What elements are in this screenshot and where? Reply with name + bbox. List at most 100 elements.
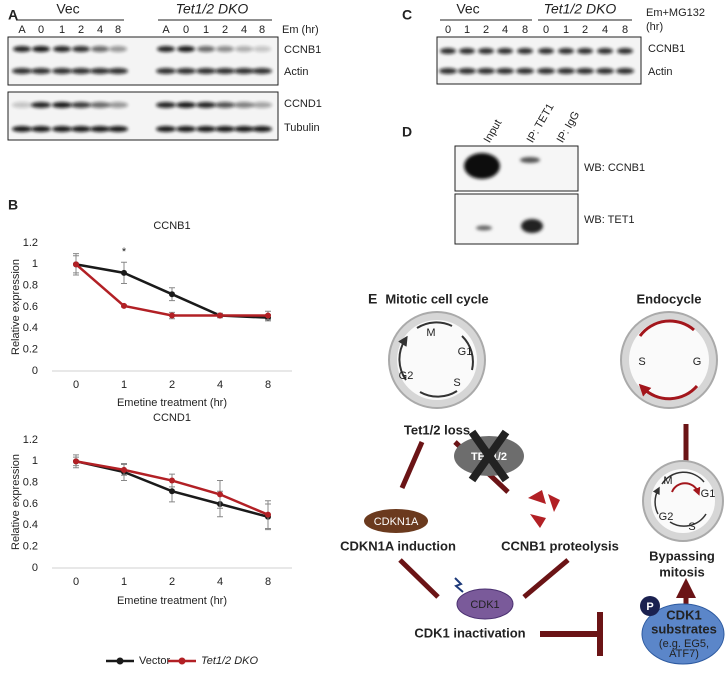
lane-label: A [162,24,170,36]
phase: G [693,356,702,368]
x-axis-label: Emetine treatment (hr) [117,397,227,409]
legend-label: Vector [139,655,171,667]
band [31,102,51,108]
marker [265,312,271,319]
band [617,48,633,54]
band [90,126,110,132]
substrate-note: (e.g. EG5, [659,638,709,650]
lane-label: Input [482,118,505,145]
substrate-note: ATF7) [669,648,699,660]
x-tick-label: 0 [73,379,79,391]
marker [121,466,127,473]
band [478,48,494,54]
band [496,68,514,74]
lane-label: 1 [203,24,209,36]
cdk1-node [456,588,514,620]
event: Tet1/2 loss [404,422,470,437]
band [596,68,614,74]
substrate-node [641,603,725,665]
band [157,46,175,52]
blot [7,91,279,141]
band [215,68,235,74]
lane-label: 2 [483,24,489,36]
lane-label: 8 [522,24,528,36]
band [558,48,574,54]
band [557,68,575,74]
y-tick-label: 1 [32,258,38,270]
marker [217,491,223,498]
band [521,219,543,233]
marker [121,269,127,276]
y-tick-label: 0.6 [23,301,38,313]
cdkn1a-node [364,509,428,533]
phase: G2 [659,511,674,523]
lane-label: 4 [97,24,103,36]
band [12,126,32,132]
panel-label: C [402,7,412,23]
cycle [651,469,715,533]
band [53,46,71,52]
x-tick-label: 8 [265,576,271,588]
legend-label: Tet1/2 DKO [201,655,259,667]
blot [7,36,279,86]
band [252,126,272,132]
y-tick-label: 0.4 [23,322,38,334]
lane-label: 0 [445,24,451,36]
band [597,48,613,54]
y-tick-label: 1.2 [23,237,38,249]
unit-label: (hr) [646,21,663,33]
x-tick-label: 2 [169,379,175,391]
cycle-arrow [640,319,699,401]
band [252,102,272,108]
marker [73,458,79,465]
marker [121,302,127,309]
y-tick-label: 0 [32,562,38,574]
band [476,225,492,231]
blot-label: Tubulin [284,122,320,134]
lane-label: 4 [602,24,608,36]
marker [265,511,271,518]
y-axis-label: Relative expression [10,454,22,550]
event: CCNB1 proteolysis [501,538,619,553]
y-tick-label: 0.8 [23,477,38,489]
panel-label: A [8,7,18,23]
lane-label: 2 [222,24,228,36]
event: CDKN1A induction [340,538,456,553]
band [577,48,593,54]
x-tick-label: 4 [217,379,223,391]
band [156,102,176,108]
bolt [454,577,464,593]
band [156,126,176,132]
phase: M [426,327,435,339]
group-label: Tet1/2 DKO [176,1,249,17]
band [176,102,196,108]
band [235,46,253,52]
band [196,126,216,132]
group-label: Vec [56,1,79,17]
band [440,48,456,54]
band [71,102,91,108]
band [538,48,554,54]
band [616,68,634,74]
band [90,68,110,74]
band [458,68,476,74]
y-tick-label: 1 [32,455,38,467]
band [71,68,91,74]
x-tick-label: 1 [121,379,127,391]
fragments [528,490,560,528]
band [108,68,128,74]
band [109,46,127,52]
phase: S [638,356,645,368]
lane-label: 4 [502,24,508,36]
blot [436,36,642,85]
band [71,126,91,132]
phospho-label: P [646,601,653,613]
phase: S [453,377,460,389]
y-tick-label: 0.2 [23,344,38,356]
cdkn1a-label: CDKN1A [374,516,419,528]
band [108,126,128,132]
blot-label: CCNB1 [284,44,321,56]
cycle-arrow [399,321,474,398]
